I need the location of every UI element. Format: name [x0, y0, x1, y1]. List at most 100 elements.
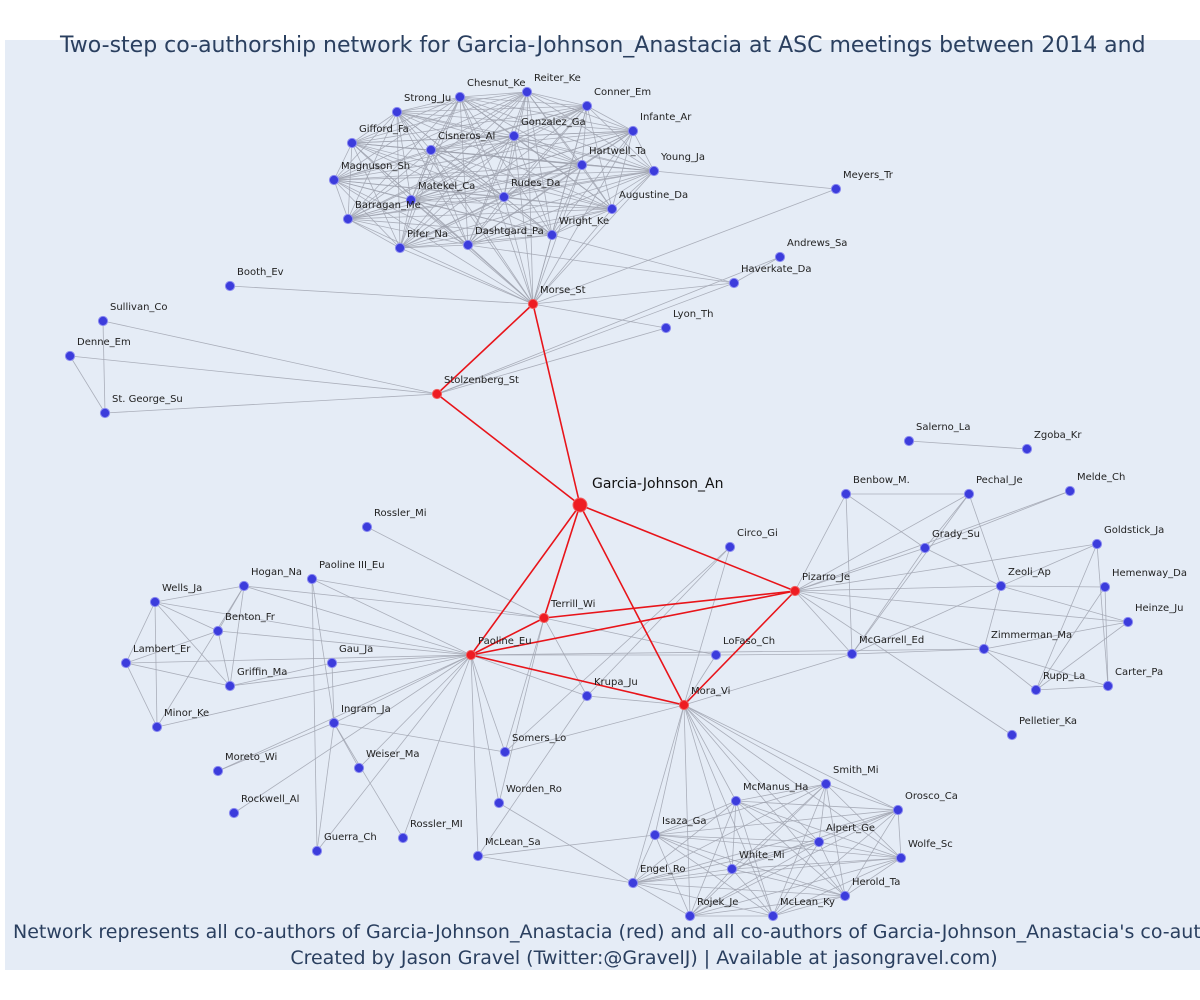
edge — [897, 809, 902, 859]
edge — [794, 590, 1129, 623]
node — [892, 804, 904, 816]
node-label: Alpert_Ge — [826, 823, 875, 834]
node — [789, 585, 801, 597]
edge — [689, 895, 846, 917]
edge — [333, 179, 349, 220]
node-label: McGarrell_Ed — [859, 635, 924, 646]
edge — [436, 256, 781, 395]
edge — [410, 196, 505, 201]
node-label: Chesnut_Ke — [467, 78, 526, 89]
edge — [794, 493, 970, 592]
node — [1006, 729, 1018, 741]
node — [397, 832, 409, 844]
node — [346, 137, 358, 149]
edge — [333, 105, 588, 181]
edge — [399, 234, 553, 249]
edge — [396, 111, 613, 210]
node-label: Terrill_Wi — [550, 599, 595, 610]
edge — [410, 199, 613, 210]
edge — [399, 244, 469, 249]
edge — [333, 111, 398, 181]
edge — [396, 111, 634, 132]
node-label: Mora_Vi — [691, 686, 730, 697]
node — [228, 807, 240, 819]
node-label: Lyon_Th — [673, 309, 713, 320]
edge — [436, 393, 581, 506]
edge — [410, 199, 553, 236]
edge — [351, 105, 588, 144]
edge — [229, 662, 333, 687]
node — [97, 315, 109, 327]
edge — [467, 244, 534, 305]
edge — [436, 282, 735, 395]
node — [1099, 581, 1111, 593]
edge — [347, 196, 505, 220]
node-label: Stolzenberg_St — [444, 375, 519, 386]
node — [1091, 538, 1103, 550]
node-label: Grady_Su — [932, 529, 980, 540]
node-label: Pifer_Na — [407, 229, 448, 240]
edge — [632, 841, 820, 884]
edge — [532, 303, 581, 506]
node-label: McManus_Ha — [743, 782, 808, 793]
edge — [532, 170, 655, 305]
node-label: Melde_Ch — [1077, 472, 1125, 483]
edge — [715, 653, 853, 656]
node-label: Denne_Em — [77, 337, 131, 348]
edge — [735, 800, 774, 917]
node — [895, 852, 907, 864]
title: Two-step co-authorship network for Garci… — [59, 33, 1146, 58]
edge — [586, 105, 655, 172]
edge — [632, 783, 827, 884]
edge — [229, 285, 534, 305]
edge — [498, 802, 634, 884]
edge — [1000, 585, 1106, 588]
edge — [399, 199, 412, 249]
nodes: Chesnut_Ke Reiter_Ke Strong_Ju Conner_Em Gif… — [64, 73, 1187, 922]
node-label: Barragan_Me — [355, 200, 421, 211]
edge — [399, 208, 613, 249]
edge — [632, 882, 846, 897]
node — [774, 251, 786, 263]
node — [963, 488, 975, 500]
node-label: Conner_Em — [594, 87, 651, 98]
edge — [316, 654, 472, 852]
edge — [683, 653, 853, 706]
node-label: Sullivan_Co — [110, 302, 168, 313]
node — [212, 765, 224, 777]
edge — [311, 578, 335, 724]
edge — [470, 504, 581, 656]
node — [224, 680, 236, 692]
edge — [924, 493, 970, 549]
edge — [632, 800, 737, 884]
edge — [503, 135, 515, 198]
edge — [683, 704, 902, 859]
edge — [503, 164, 583, 198]
edge — [467, 105, 588, 246]
edge — [818, 841, 902, 859]
node — [493, 797, 505, 809]
edge — [632, 130, 655, 172]
node-label: Worden_Ro — [506, 784, 562, 795]
edge — [504, 617, 545, 753]
node-label: Griffin_Ma — [237, 667, 287, 678]
edge — [794, 590, 853, 655]
edge — [731, 841, 820, 870]
node-label: Gau_Ja — [339, 644, 373, 655]
edge — [532, 234, 553, 305]
edge — [470, 654, 506, 753]
edge — [689, 800, 737, 917]
node — [1122, 616, 1134, 628]
edge — [654, 834, 691, 917]
node — [361, 521, 373, 533]
edge — [683, 704, 846, 897]
edge — [632, 809, 899, 884]
edge — [347, 218, 401, 249]
edge — [333, 164, 583, 181]
node-label: Gonzalez_Ga — [521, 117, 586, 128]
edge — [586, 546, 731, 697]
edge — [731, 800, 737, 870]
edge — [333, 170, 655, 181]
node-label: Cisneros_Al — [438, 131, 495, 142]
node — [581, 100, 593, 112]
